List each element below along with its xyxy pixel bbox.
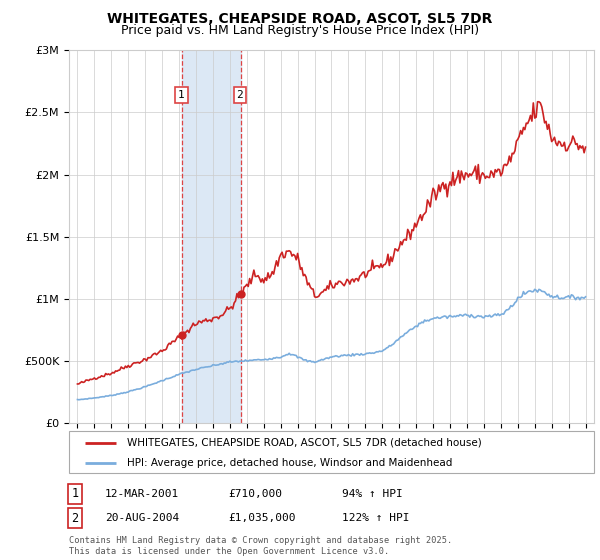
Text: 1: 1	[71, 487, 79, 501]
Text: 1: 1	[178, 90, 185, 100]
Text: WHITEGATES, CHEAPSIDE ROAD, ASCOT, SL5 7DR (detached house): WHITEGATES, CHEAPSIDE ROAD, ASCOT, SL5 7…	[127, 438, 482, 448]
Text: £1,035,000: £1,035,000	[228, 513, 296, 523]
Text: HPI: Average price, detached house, Windsor and Maidenhead: HPI: Average price, detached house, Wind…	[127, 458, 452, 468]
Text: 2: 2	[236, 90, 243, 100]
Bar	[182, 50, 241, 423]
Text: 94% ↑ HPI: 94% ↑ HPI	[342, 489, 403, 499]
Text: 12-MAR-2001: 12-MAR-2001	[105, 489, 179, 499]
Text: Price paid vs. HM Land Registry's House Price Index (HPI): Price paid vs. HM Land Registry's House …	[121, 24, 479, 36]
Text: 2: 2	[71, 511, 79, 525]
Text: 20-AUG-2004: 20-AUG-2004	[105, 513, 179, 523]
Text: 122% ↑ HPI: 122% ↑ HPI	[342, 513, 409, 523]
Text: WHITEGATES, CHEAPSIDE ROAD, ASCOT, SL5 7DR: WHITEGATES, CHEAPSIDE ROAD, ASCOT, SL5 7…	[107, 12, 493, 26]
FancyBboxPatch shape	[69, 431, 594, 473]
Text: Contains HM Land Registry data © Crown copyright and database right 2025.
This d: Contains HM Land Registry data © Crown c…	[69, 536, 452, 556]
Text: £710,000: £710,000	[228, 489, 282, 499]
